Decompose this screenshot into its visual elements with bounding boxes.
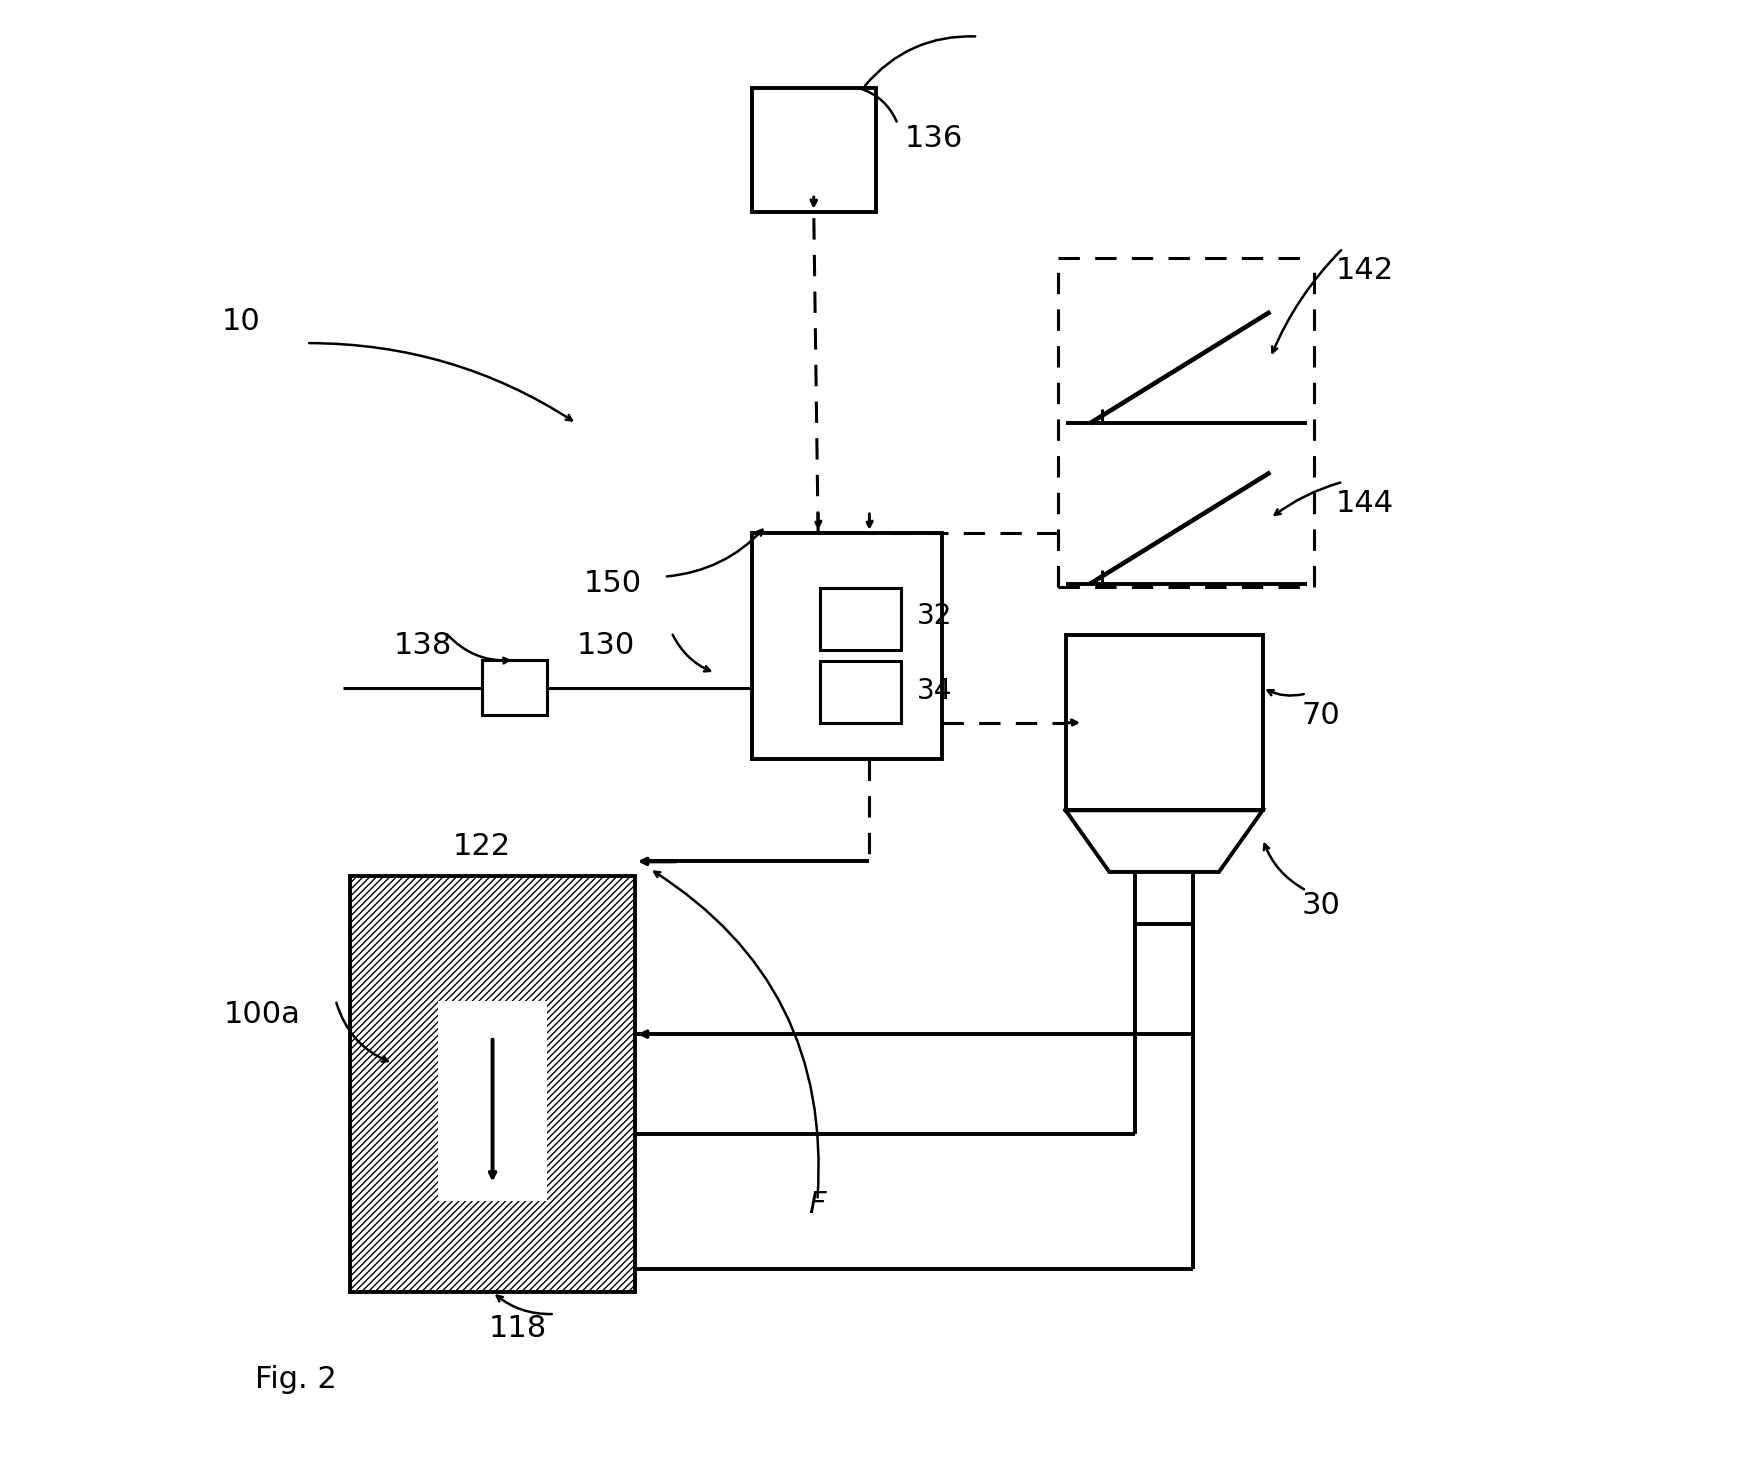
Text: F: F <box>809 1190 827 1219</box>
Text: Fig. 2: Fig. 2 <box>255 1365 337 1394</box>
Text: 150: 150 <box>584 569 643 599</box>
Text: 144: 144 <box>1336 489 1395 518</box>
Text: 100a: 100a <box>224 1000 301 1029</box>
Bar <box>820 588 900 650</box>
Text: 30: 30 <box>1301 891 1341 920</box>
Text: 34: 34 <box>917 676 952 705</box>
Text: 118: 118 <box>490 1314 547 1343</box>
Bar <box>820 661 900 723</box>
Bar <box>481 660 547 715</box>
Text: 138: 138 <box>394 631 452 660</box>
Text: 32: 32 <box>917 602 952 631</box>
Bar <box>1065 635 1263 810</box>
Text: 10: 10 <box>221 307 261 336</box>
Text: 70: 70 <box>1301 701 1341 730</box>
Bar <box>351 876 636 1292</box>
Text: 136: 136 <box>905 124 964 153</box>
Bar <box>438 1002 547 1200</box>
Text: 130: 130 <box>577 631 634 660</box>
Bar <box>752 533 941 759</box>
Text: 142: 142 <box>1336 255 1395 285</box>
Bar <box>752 88 875 212</box>
Text: 122: 122 <box>453 832 511 861</box>
